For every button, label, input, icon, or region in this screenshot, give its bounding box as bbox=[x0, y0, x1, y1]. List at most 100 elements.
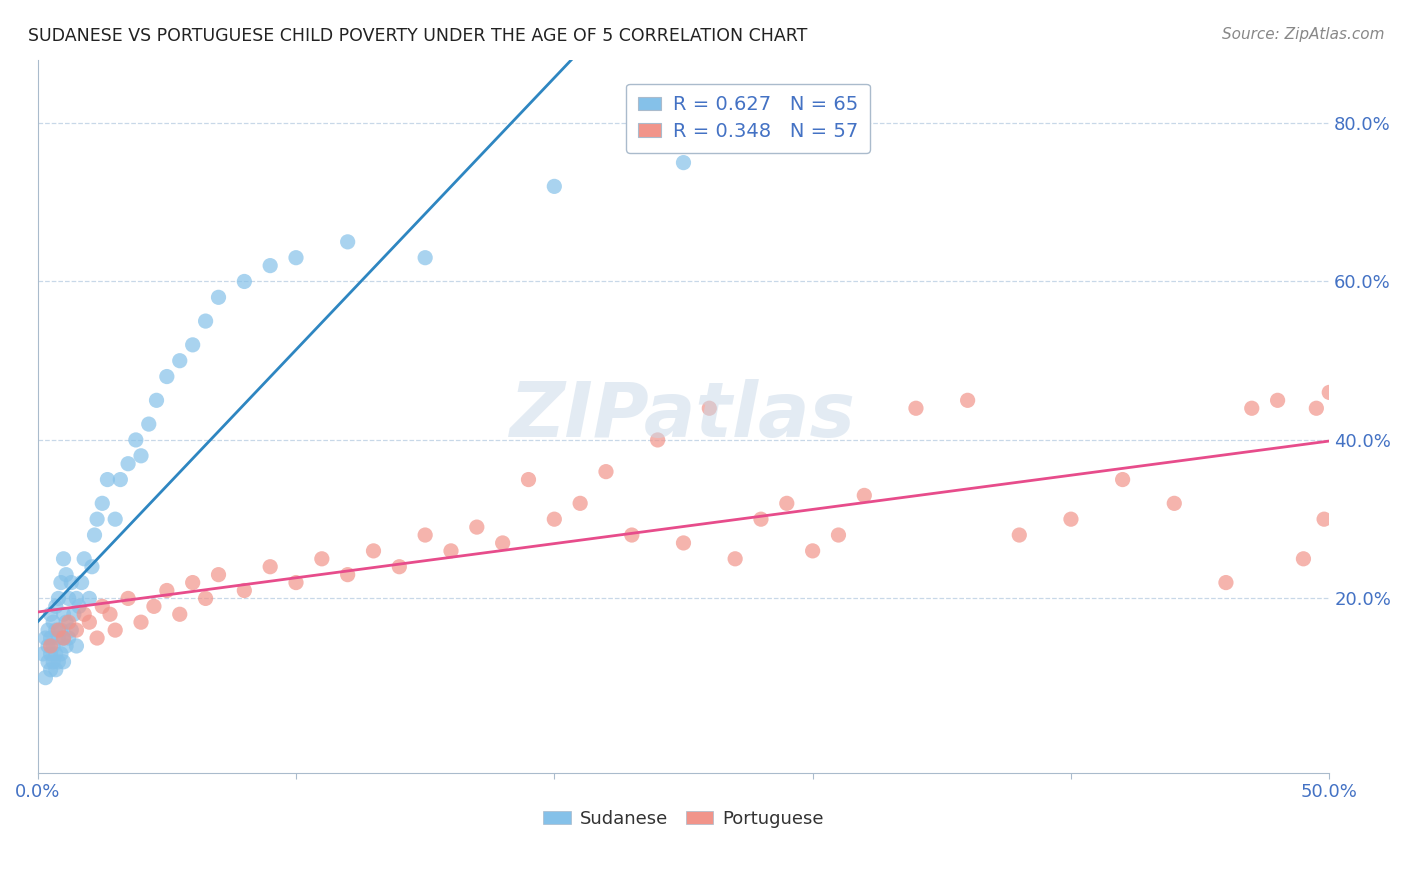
Point bbox=[207, 567, 229, 582]
Point bbox=[55, 639, 77, 653]
Point bbox=[48, 591, 70, 606]
Point bbox=[129, 449, 152, 463]
Point bbox=[259, 559, 281, 574]
Point bbox=[42, 655, 65, 669]
Point bbox=[60, 623, 83, 637]
Point bbox=[1305, 401, 1327, 416]
Point bbox=[620, 528, 643, 542]
Point bbox=[1111, 473, 1133, 487]
Point bbox=[49, 623, 72, 637]
Point bbox=[104, 512, 127, 526]
Point bbox=[285, 251, 308, 265]
Point bbox=[110, 473, 132, 487]
Text: SUDANESE VS PORTUGUESE CHILD POVERTY UNDER THE AGE OF 5 CORRELATION CHART: SUDANESE VS PORTUGUESE CHILD POVERTY UND… bbox=[28, 27, 807, 45]
Point bbox=[79, 615, 101, 630]
Point bbox=[1215, 575, 1237, 590]
Point bbox=[67, 599, 90, 614]
Point bbox=[39, 663, 62, 677]
Point bbox=[45, 623, 67, 637]
Point bbox=[543, 512, 565, 526]
Point bbox=[595, 465, 617, 479]
Point bbox=[724, 551, 747, 566]
Point bbox=[1313, 512, 1336, 526]
Point bbox=[49, 647, 72, 661]
Point bbox=[827, 528, 849, 542]
Point bbox=[138, 417, 160, 431]
Point bbox=[39, 639, 62, 653]
Point bbox=[70, 575, 93, 590]
Point bbox=[73, 607, 96, 622]
Point bbox=[63, 607, 86, 622]
Point bbox=[336, 235, 359, 249]
Point bbox=[543, 179, 565, 194]
Point bbox=[169, 607, 191, 622]
Point bbox=[749, 512, 772, 526]
Point bbox=[156, 583, 179, 598]
Point bbox=[336, 567, 359, 582]
Point bbox=[58, 631, 80, 645]
Point bbox=[259, 259, 281, 273]
Point bbox=[156, 369, 179, 384]
Point bbox=[86, 631, 108, 645]
Point bbox=[413, 528, 436, 542]
Point bbox=[52, 655, 75, 669]
Point bbox=[207, 290, 229, 304]
Point bbox=[58, 591, 80, 606]
Legend: Sudanese, Portuguese: Sudanese, Portuguese bbox=[536, 803, 831, 835]
Point bbox=[1267, 393, 1289, 408]
Point bbox=[1008, 528, 1031, 542]
Point bbox=[49, 575, 72, 590]
Point bbox=[117, 591, 139, 606]
Point bbox=[96, 473, 118, 487]
Point bbox=[65, 639, 87, 653]
Point bbox=[363, 544, 385, 558]
Point bbox=[285, 575, 308, 590]
Point bbox=[233, 275, 256, 289]
Point bbox=[80, 559, 103, 574]
Point bbox=[465, 520, 488, 534]
Point bbox=[1060, 512, 1083, 526]
Point bbox=[60, 575, 83, 590]
Point bbox=[125, 433, 148, 447]
Point bbox=[413, 251, 436, 265]
Point bbox=[181, 338, 204, 352]
Point bbox=[34, 671, 56, 685]
Point bbox=[169, 353, 191, 368]
Point bbox=[37, 639, 59, 653]
Point bbox=[52, 551, 75, 566]
Point bbox=[776, 496, 799, 510]
Point bbox=[440, 544, 463, 558]
Point bbox=[956, 393, 979, 408]
Point bbox=[52, 631, 75, 645]
Point bbox=[79, 591, 101, 606]
Point bbox=[311, 551, 333, 566]
Point bbox=[73, 551, 96, 566]
Point bbox=[492, 536, 515, 550]
Point bbox=[91, 599, 114, 614]
Point bbox=[37, 655, 59, 669]
Point bbox=[697, 401, 720, 416]
Point bbox=[672, 155, 695, 169]
Point bbox=[86, 512, 108, 526]
Point bbox=[1163, 496, 1185, 510]
Point bbox=[517, 473, 540, 487]
Point bbox=[34, 631, 56, 645]
Text: ZIPatlas: ZIPatlas bbox=[510, 379, 856, 453]
Point bbox=[194, 591, 217, 606]
Point bbox=[1292, 551, 1315, 566]
Point bbox=[58, 615, 80, 630]
Point bbox=[65, 591, 87, 606]
Point bbox=[31, 647, 53, 661]
Point bbox=[91, 496, 114, 510]
Point bbox=[672, 536, 695, 550]
Point bbox=[853, 488, 876, 502]
Point bbox=[388, 559, 411, 574]
Point bbox=[142, 599, 165, 614]
Point bbox=[65, 623, 87, 637]
Point bbox=[42, 615, 65, 630]
Point bbox=[98, 607, 121, 622]
Point bbox=[39, 631, 62, 645]
Point bbox=[181, 575, 204, 590]
Point bbox=[1317, 385, 1340, 400]
Point bbox=[55, 615, 77, 630]
